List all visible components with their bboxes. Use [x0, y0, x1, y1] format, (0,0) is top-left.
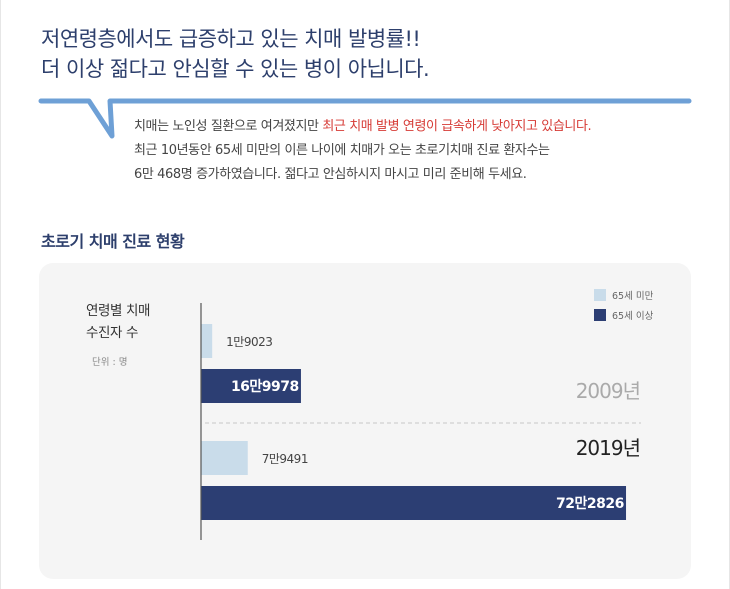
data-label-under65-0: 1만9023 [226, 335, 272, 349]
legend-swatch-over65 [594, 309, 606, 321]
legend-label-over65: 65세 이상 [612, 311, 654, 322]
description-line-3: 6만 468명 증가하였습니다. 젊다고 안심하시지 마시고 미리 준비해 두세… [134, 167, 527, 182]
description-line-1: 치매는 노인성 질환으로 여겨졌지만 최근 치매 발병 연령이 급속하게 낮아지… [134, 115, 592, 139]
bar-over65-1 [201, 486, 627, 520]
chart-ylabel-line-1: 연령별 치매 [86, 303, 150, 319]
chart-ylabel-line-2: 수진자 수 [86, 325, 138, 341]
bar-over65-0 [201, 369, 301, 403]
data-label-under65-1: 7만9491 [262, 452, 308, 466]
legend-label-under65: 65세 미만 [612, 291, 654, 302]
legend-item-over65: 65세 이상 [594, 308, 653, 322]
category-label-0: 2009년 [576, 379, 640, 403]
description: 치매는 노인성 질환으로 여겨졌지만 최근 치매 발병 연령이 급속하게 낮아지… [134, 115, 592, 187]
legend-swatch-under65 [594, 289, 606, 301]
headline: 저연령층에서도 급증하고 있는 치매 발병률!! 더 이상 젊다고 안심할 수 … [41, 24, 430, 84]
chart-ylabel: 연령별 치매 수진자 수 [86, 300, 150, 344]
headline-line-2: 더 이상 젊다고 안심할 수 있는 병이 아닙니다. [41, 57, 430, 81]
left-border [0, 0, 1, 589]
section-title: 초로기 치매 진료 현황 [41, 232, 185, 251]
headline-line-1: 저연령층에서도 급증하고 있는 치매 발병률!! [41, 27, 421, 51]
data-label-over65-1: 72만2826 [556, 496, 624, 512]
chart-unit-label: 단위 : 명 [92, 357, 128, 368]
category-label-1: 2019년 [576, 436, 640, 460]
description-highlight: 최근 치매 발병 연령이 급속하게 낮아지고 있습니다. [322, 119, 592, 134]
chart-legend: 65세 미만 65세 이상 [594, 288, 653, 328]
chart-panel [39, 263, 691, 579]
data-label-over65-0: 16만9978 [231, 379, 299, 395]
bar-under65-0 [201, 324, 213, 358]
speech-bubble-line [38, 98, 692, 139]
description-line-2: 최근 10년동안 65세 미만의 이른 나이에 치매가 오는 초로기치매 진료 … [134, 143, 550, 158]
description-line-1-text: 치매는 노인성 질환으로 여겨졌지만 [134, 119, 323, 134]
bar-under65-1 [201, 441, 248, 475]
legend-item-under65: 65세 미만 [594, 288, 653, 302]
